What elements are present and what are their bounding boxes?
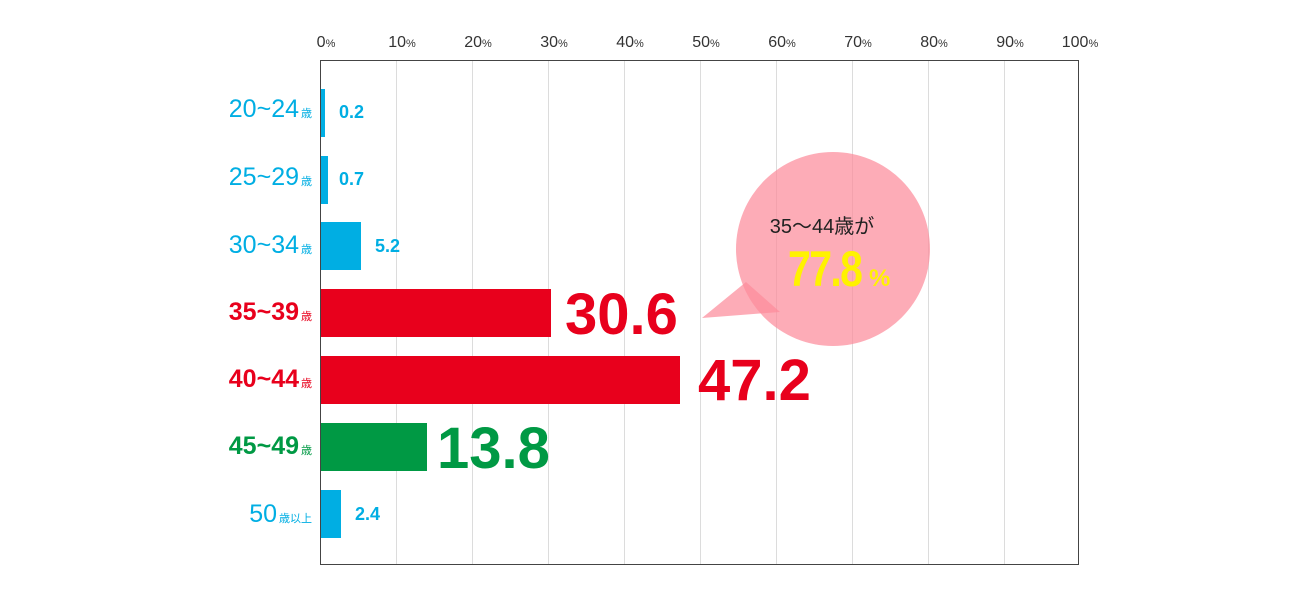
category-label: 45~49 歳: [228, 432, 312, 460]
value-label: 47.2: [698, 348, 811, 413]
x-tick: 60%: [768, 34, 796, 51]
value-label: 30.6: [565, 282, 678, 347]
category-label: 25~29 歳: [228, 163, 312, 191]
bubble-circle: [736, 152, 930, 346]
category-label: 50 歳以上: [249, 500, 312, 528]
value-label: 13.8: [437, 416, 550, 481]
x-tick: 40%: [616, 34, 644, 51]
bubble-highlight: 77.8%: [787, 241, 891, 297]
gridline: [1004, 61, 1005, 564]
value-label: 2.4: [355, 504, 381, 524]
x-tick: 90%: [996, 34, 1024, 51]
gridline: [624, 61, 625, 564]
callout-bubble: [700, 152, 940, 346]
bar-30-34: [321, 222, 361, 270]
x-tick: 50%: [692, 34, 720, 51]
value-label: 5.2: [375, 236, 401, 256]
x-tick: 80%: [920, 34, 948, 51]
bar-50-plus: [321, 490, 341, 538]
bar-40-44: [321, 356, 680, 404]
bar-35-39: [321, 289, 551, 337]
x-tick: 20%: [464, 34, 492, 51]
x-tick: 100%: [1061, 34, 1099, 51]
x-tick: 30%: [540, 34, 568, 51]
bar-25-29: [321, 156, 328, 204]
x-tick: 70%: [844, 34, 872, 51]
category-label: 20~24 歳: [228, 95, 312, 123]
category-label: 30~34 歳: [228, 231, 312, 259]
category-label: 40~44 歳: [228, 365, 312, 393]
value-label: 0.7: [339, 169, 365, 189]
gridline: [928, 61, 929, 564]
bar-20-24: [321, 89, 325, 137]
bar-45-49: [321, 423, 427, 471]
bubble-caption: 35〜44歳が: [769, 216, 875, 238]
category-label: 35~39 歳: [228, 298, 312, 326]
x-tick: 10%: [388, 34, 416, 51]
x-tick: 0%: [316, 34, 336, 51]
value-label: 0.2: [339, 102, 365, 122]
gridline: [700, 61, 701, 564]
